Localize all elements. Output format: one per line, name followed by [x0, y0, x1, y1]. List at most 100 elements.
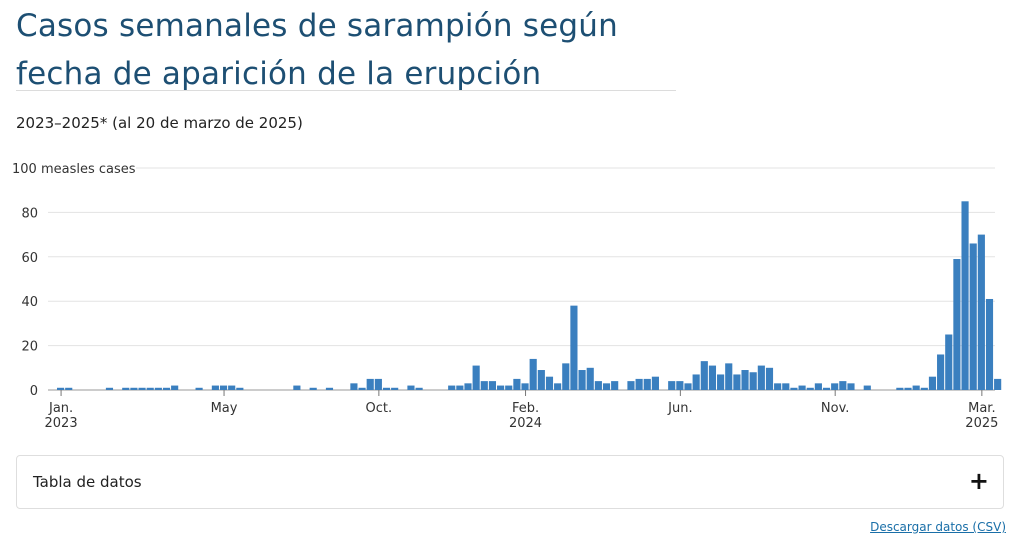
- bar: [904, 387, 912, 390]
- x-tick-label: Feb.: [512, 401, 539, 416]
- bar: [774, 383, 782, 390]
- bar: [497, 385, 505, 390]
- bar: [554, 383, 562, 390]
- bar: [171, 385, 179, 390]
- bar: [537, 370, 545, 390]
- bar: [611, 381, 619, 390]
- bar: [105, 387, 114, 390]
- y-tick-label: 0: [30, 384, 38, 399]
- bar: [130, 387, 138, 390]
- bar: [236, 387, 244, 390]
- bar: [822, 387, 831, 390]
- bar: [586, 367, 594, 390]
- bar: [472, 365, 480, 390]
- plus-icon[interactable]: +: [968, 467, 989, 495]
- bars: [57, 201, 1002, 390]
- bar: [325, 387, 334, 390]
- bar: [228, 385, 236, 390]
- chart-subtitle: 2023–2025* (al 20 de marzo de 2025): [16, 114, 303, 132]
- bar: [505, 385, 513, 390]
- bar: [602, 383, 611, 390]
- bar: [684, 383, 692, 390]
- bar: [480, 381, 488, 390]
- bar: [937, 354, 945, 390]
- bar: [692, 374, 700, 390]
- bar: [57, 387, 65, 390]
- bar: [994, 378, 1002, 390]
- bar: [708, 365, 717, 390]
- bar: [382, 387, 391, 390]
- bar: [782, 383, 790, 390]
- bar: [415, 387, 423, 390]
- bar: [668, 381, 676, 390]
- bar: [741, 370, 749, 390]
- bar: [985, 298, 994, 390]
- bar: [806, 387, 814, 390]
- bar: [765, 367, 774, 390]
- bar: [513, 378, 521, 390]
- bar: [912, 385, 920, 390]
- bar: [969, 243, 977, 390]
- bar: [545, 376, 554, 390]
- bar: [831, 383, 839, 390]
- bar: [146, 387, 154, 390]
- bar: [725, 363, 733, 390]
- bar: [219, 385, 228, 390]
- bar: [138, 387, 146, 390]
- bar: [488, 381, 497, 390]
- bar: [676, 381, 684, 390]
- bar: [448, 385, 456, 390]
- data-table-accordion[interactable]: Tabla de datos +: [16, 455, 1004, 509]
- bar: [961, 201, 969, 390]
- download-csv-link[interactable]: Descargar datos (CSV): [870, 520, 1006, 534]
- bar: [407, 385, 415, 390]
- x-axis-ticks: Jan.2023 May Oct. Feb.2024 Jun. Nov. Mar.2025: [45, 390, 998, 431]
- bar: [847, 383, 855, 390]
- data-table-label: Tabla de datos: [33, 473, 142, 491]
- bar: [920, 387, 928, 390]
- bar: [790, 387, 798, 390]
- y-tick-label: 20: [21, 340, 38, 355]
- bar: [122, 387, 130, 390]
- y-tick-label: 40: [21, 295, 38, 310]
- bar: [814, 383, 822, 390]
- bar: [211, 385, 219, 390]
- y-tick-label: 80: [21, 206, 38, 221]
- bar: [635, 378, 643, 390]
- bar: [456, 385, 464, 390]
- y-tick-label: 60: [21, 251, 38, 266]
- bar: [700, 361, 708, 390]
- bar: [749, 372, 757, 390]
- bar: [195, 387, 203, 390]
- bar: [627, 381, 635, 390]
- x-tick-label: Oct.: [366, 401, 393, 416]
- title-divider: [16, 90, 676, 91]
- bar: [521, 383, 529, 390]
- x-tick-year-label: 2023: [45, 416, 78, 431]
- chart-title: Casos semanales de sarampión según fecha…: [16, 8, 618, 92]
- bar: [65, 387, 73, 390]
- bar: [293, 385, 301, 390]
- x-tick-year-label: 2025: [965, 416, 998, 431]
- bar: [391, 387, 399, 390]
- weekly-measles-bar-chart: 0 20 40 60 80 100 measles cases Jan.2023 May Oc…: [12, 162, 1002, 431]
- x-tick-label: Nov.: [821, 401, 850, 416]
- bar: [309, 387, 317, 390]
- bar: [358, 387, 366, 390]
- bar: [643, 378, 651, 390]
- bar: [651, 376, 659, 390]
- bar: [529, 358, 537, 390]
- bar: [374, 378, 382, 390]
- x-tick-label: Jun.: [667, 401, 692, 416]
- bar: [798, 385, 806, 390]
- bar: [945, 334, 953, 390]
- bar: [562, 363, 570, 390]
- x-tick-label: May: [211, 401, 238, 416]
- x-tick-year-label: 2024: [509, 416, 542, 431]
- bar: [154, 387, 162, 390]
- bar: [717, 374, 725, 390]
- bar: [839, 381, 847, 390]
- bar: [928, 376, 937, 390]
- bar: [570, 305, 578, 390]
- bar: [977, 234, 985, 390]
